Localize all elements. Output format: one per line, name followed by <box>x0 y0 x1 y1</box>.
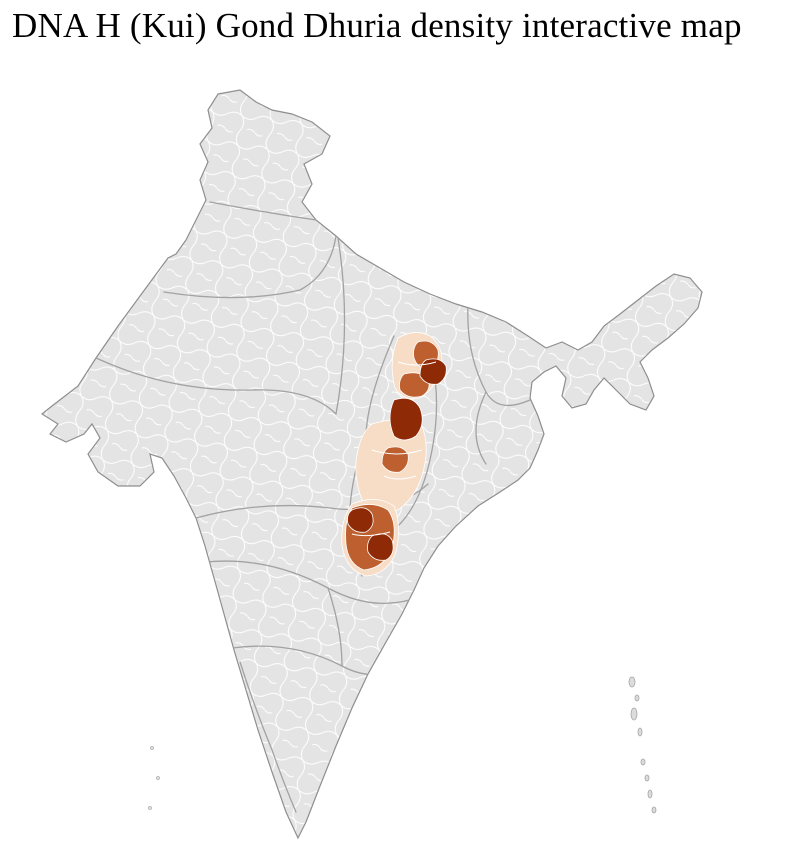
highlight-inner-lines <box>351 361 437 537</box>
density-districts-high <box>347 358 447 561</box>
india-district-map[interactable] <box>0 6 806 854</box>
district-neutral[interactable] <box>530 456 557 483</box>
district-medium[interactable] <box>381 446 409 473</box>
page: DNA H (Kui) Gond Dhuria density interact… <box>0 6 806 854</box>
state-borders <box>95 201 531 813</box>
district-high[interactable] <box>419 358 447 385</box>
lakshadweep-islands[interactable] <box>148 746 160 810</box>
andaman-islands[interactable] <box>628 676 657 814</box>
district-high[interactable] <box>367 533 394 561</box>
district-high[interactable] <box>347 507 374 533</box>
district-high[interactable] <box>389 397 423 441</box>
page-title: DNA H (Kui) Gond Dhuria density interact… <box>12 6 742 45</box>
